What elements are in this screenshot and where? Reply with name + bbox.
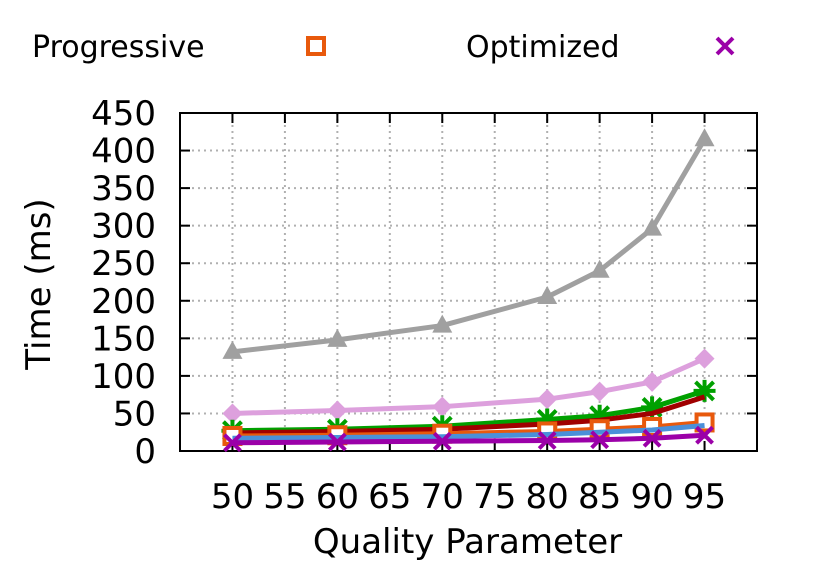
series-group [221,128,716,453]
y-tick-label: 150 [91,319,156,359]
x-tick-label: 80 [526,477,569,517]
x-marker [590,430,610,450]
series-line [232,138,707,355]
x-axis: 50 55 60 65 70 75 80 85 90 95 [211,113,726,517]
star-marker [693,379,716,402]
x-marker [223,433,242,453]
x-tick-label: 65 [368,477,411,517]
square-marker [306,36,326,56]
y-tick-label: 350 [91,169,156,209]
x-tick-label: 85 [578,477,621,517]
triangle-marker [222,340,243,359]
star-marker [588,404,611,427]
triangle-marker [589,259,610,278]
diamond-marker [589,381,610,402]
diamond-marker [222,403,243,424]
x-tick-label: 75 [473,477,516,517]
series-0 [222,128,715,359]
legend: Progressive Optimized [32,30,735,65]
x-marker [432,431,452,451]
triangle-marker [694,128,715,147]
plot-frame [179,112,758,452]
x-tick-label: 60 [316,477,359,517]
diamond-marker [537,389,558,410]
x-marker [642,428,662,448]
y-tick-label: 300 [91,207,156,247]
series-5 [232,422,705,441]
legend-label: Optimized [466,30,620,65]
diamond-marker [642,371,663,392]
legend-label: Progressive [32,30,205,65]
diamond-marker [432,396,453,417]
diamond-marker [694,348,715,369]
triangle-marker [537,286,558,305]
x-tick-label: 70 [421,477,464,517]
x-marker [537,431,557,450]
star-marker [536,408,559,431]
y-tick-label: 450 [91,94,156,134]
x-marker [695,425,714,445]
x-tick-label: 55 [263,477,306,517]
x-marker [715,36,735,56]
x-tick-label: 50 [211,477,254,517]
y-tick-label: 100 [91,357,156,397]
series-6 [223,425,714,453]
y-tick-label: 200 [91,282,156,322]
series-line [232,356,706,416]
y-tick-label: 250 [91,244,156,284]
triangle-marker [642,217,663,236]
triangle-marker [327,328,348,347]
diamond-marker [327,400,348,421]
y-tick-label: 0 [134,432,156,472]
x-marker [327,432,347,452]
star-marker [641,396,664,419]
x-tick-label: 95 [683,477,726,517]
x-axis-title: Quality Parameter [313,522,622,562]
grid [180,113,757,451]
y-tick-label: 400 [91,132,156,172]
series-line [232,422,705,441]
y-tick-label: 50 [113,394,156,434]
x-tick-label: 90 [630,477,673,517]
triangle-marker [432,314,453,333]
y-axis-title: Time (ms) [19,198,59,370]
series-1 [222,348,715,424]
